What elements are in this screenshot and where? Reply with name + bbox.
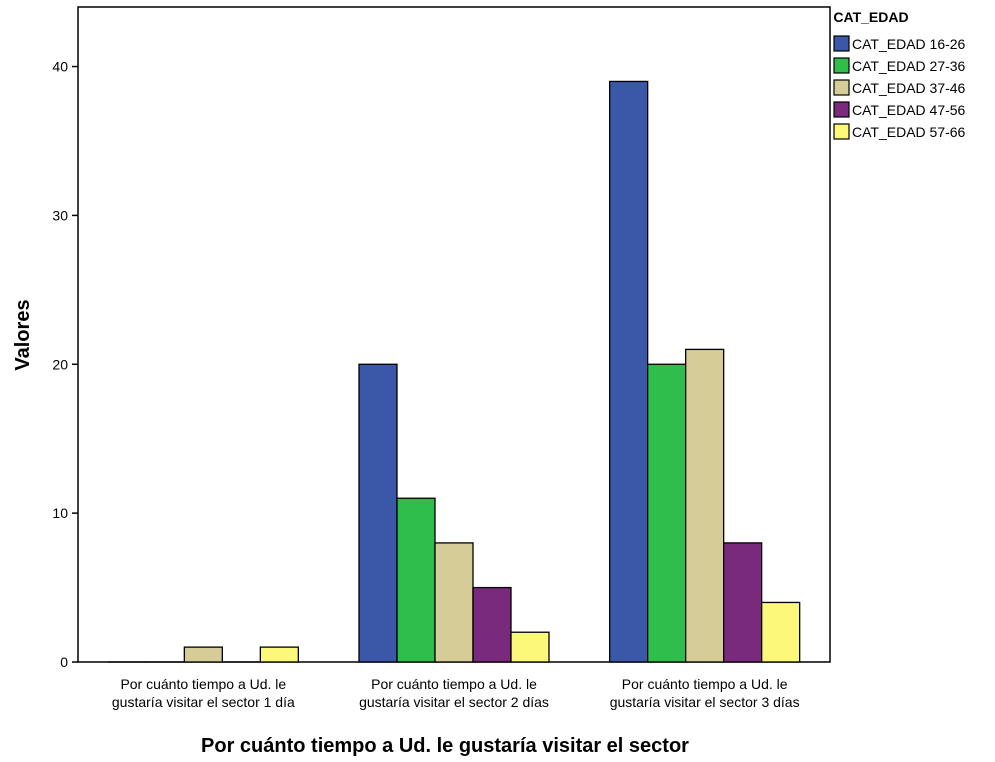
legend-label-5: CAT_EDAD 57-66 bbox=[852, 124, 966, 140]
x-category-label-1-line-1: Por cuánto tiempo a Ud. le bbox=[120, 676, 286, 692]
bar-1-series-3 bbox=[183, 646, 223, 663]
x-category-label-2-line-2: gustaría visitar el sector 2 días bbox=[359, 694, 549, 710]
y-tick-label-40: 40 bbox=[52, 59, 68, 75]
y-tick-label-0: 0 bbox=[60, 654, 68, 670]
x-category-label-1-line-2: gustaría visitar el sector 1 día bbox=[112, 694, 295, 710]
x-axis-title: Por cuánto tiempo a Ud. le gustaría visi… bbox=[201, 735, 689, 757]
bar-2-series-3 bbox=[434, 542, 474, 663]
bar-3-series-2 bbox=[647, 363, 687, 663]
y-axis-ticks: 0 10 20 30 40 bbox=[52, 59, 78, 670]
legend-label-4: CAT_EDAD 47-56 bbox=[852, 102, 966, 118]
bar-2-series-4 bbox=[472, 586, 512, 663]
bar-1-series-5 bbox=[259, 646, 299, 663]
x-category-label-2-line-1: Por cuánto tiempo a Ud. le bbox=[371, 676, 537, 692]
legend-swatch-5 bbox=[833, 123, 850, 140]
x-category-label-3-line-1: Por cuánto tiempo a Ud. le bbox=[622, 676, 788, 692]
x-axis-category-labels: Por cuánto tiempo a Ud. le gustaría visit… bbox=[112, 676, 800, 710]
bar-2-series-5 bbox=[510, 631, 550, 663]
y-axis-title: Valores bbox=[12, 299, 34, 370]
legend-label-3: CAT_EDAD 37-46 bbox=[852, 80, 966, 96]
bar-2-series-2 bbox=[396, 497, 436, 663]
legend-swatch-4 bbox=[833, 101, 850, 118]
y-tick-label-20: 20 bbox=[52, 356, 68, 372]
legend-swatch-3 bbox=[833, 79, 850, 96]
legend-label-1: CAT_EDAD 16-26 bbox=[852, 36, 966, 52]
x-category-label-3-line-2: gustaría visitar el sector 3 días bbox=[610, 694, 800, 710]
legend: CAT_EDAD CAT_EDAD 16-26 CAT_EDAD 27-36 CAT… bbox=[833, 9, 965, 140]
legend-swatch-1 bbox=[833, 35, 850, 52]
bar-3-series-3 bbox=[685, 348, 725, 663]
y-tick-label-30: 30 bbox=[52, 207, 68, 223]
bar-3-series-1 bbox=[609, 80, 649, 663]
legend-swatch-2 bbox=[833, 57, 850, 74]
y-tick-label-10: 10 bbox=[52, 505, 68, 521]
bars-group bbox=[107, 80, 801, 663]
legend-label-2: CAT_EDAD 27-36 bbox=[852, 58, 966, 74]
bar-3-series-5 bbox=[761, 601, 801, 663]
bar-2-series-1 bbox=[358, 363, 398, 663]
legend-title: CAT_EDAD bbox=[833, 9, 908, 25]
bar-3-series-4 bbox=[723, 542, 763, 663]
